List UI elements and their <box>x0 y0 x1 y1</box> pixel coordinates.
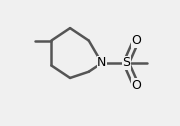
Text: O: O <box>131 79 141 92</box>
Text: S: S <box>122 56 130 70</box>
Text: N: N <box>97 56 107 70</box>
Text: O: O <box>131 34 141 47</box>
